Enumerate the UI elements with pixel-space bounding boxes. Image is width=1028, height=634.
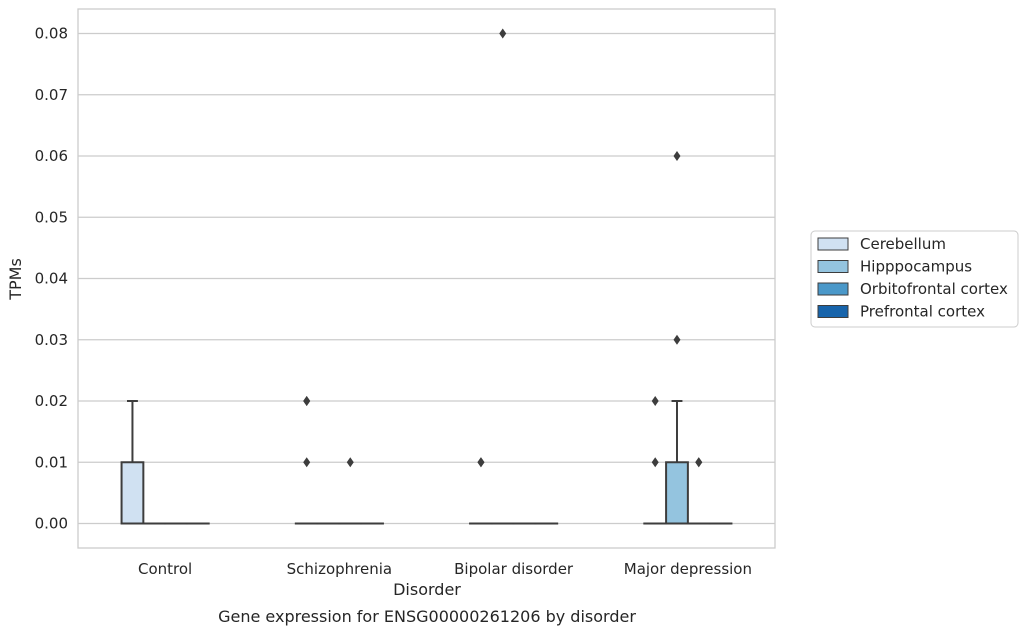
box-group — [490, 28, 515, 525]
box-group — [643, 396, 668, 525]
plot-area-frame — [77, 8, 776, 549]
y-tick-label: 0.06 — [35, 147, 68, 165]
y-tick-label: 0.04 — [35, 270, 68, 288]
y-tick-label: 0.03 — [35, 331, 68, 349]
y-tick-label: 0.05 — [35, 208, 68, 226]
y-tick-label: 0.00 — [35, 515, 68, 533]
y-tick-label: 0.07 — [35, 86, 68, 104]
legend-item: Cerebellum — [817, 235, 946, 253]
legend-label: Cerebellum — [860, 235, 946, 253]
box-group — [665, 151, 689, 525]
box-group — [686, 457, 711, 525]
box-group — [120, 400, 145, 525]
legend-swatch — [817, 282, 849, 296]
legend-item: Hipppocampus — [817, 258, 972, 276]
outlier-point — [477, 457, 485, 468]
y-tick-label: 0.02 — [35, 392, 68, 410]
x-tick-label: Major depression — [624, 560, 752, 578]
box-group — [469, 457, 493, 525]
gridlines — [78, 32, 775, 525]
box-marks — [120, 28, 733, 525]
outlier-point — [303, 396, 311, 406]
legend-label: Hipppocampus — [860, 258, 972, 276]
legend-label: Prefrontal cortex — [860, 303, 985, 321]
legend-swatch — [817, 260, 849, 273]
x-tick-label: Schizophrenia — [287, 560, 392, 578]
legend-label: Orbitofrontal cortex — [860, 280, 1008, 298]
y-tick-labels: 0.00 0.01 0.02 0.03 0.04 0.05 0.06 0.07 0.08 — [35, 25, 68, 533]
y-tick-label: 0.01 — [35, 453, 68, 471]
outlier-point — [695, 457, 703, 468]
legend-item: Orbitofrontal cortex — [817, 280, 1008, 298]
outlier-point — [303, 457, 311, 468]
box-group — [338, 457, 363, 525]
x-tick-labels: Control Schizophrenia Bipolar disorder Majo… — [138, 560, 752, 578]
box — [665, 461, 689, 525]
outlier-point — [673, 334, 681, 345]
outlier-point — [499, 28, 507, 39]
y-axis-label: TPMs — [6, 258, 25, 301]
legend: Cerebellum Hipppocampus Orbitofrontal cort… — [810, 230, 1019, 328]
outlier-point — [651, 457, 659, 468]
y-tick-label: 0.08 — [35, 25, 68, 43]
legend-frame — [810, 230, 1019, 328]
legend-swatch — [817, 237, 849, 251]
outlier-point — [346, 457, 354, 468]
x-tick-label: Control — [138, 560, 192, 578]
x-tick-label: Bipolar disorder — [454, 560, 574, 578]
box-group — [294, 396, 319, 525]
box — [120, 461, 145, 525]
outlier-point — [651, 396, 659, 406]
legend-swatch — [817, 305, 849, 318]
chart-caption: Gene expression for ENSG00000261206 by d… — [218, 607, 636, 626]
outlier-point — [673, 151, 681, 161]
legend-items: Cerebellum Hipppocampus Orbitofrontal cort… — [817, 235, 1008, 321]
legend-item: Prefrontal cortex — [817, 303, 985, 321]
x-axis-label: Disorder — [393, 580, 461, 599]
